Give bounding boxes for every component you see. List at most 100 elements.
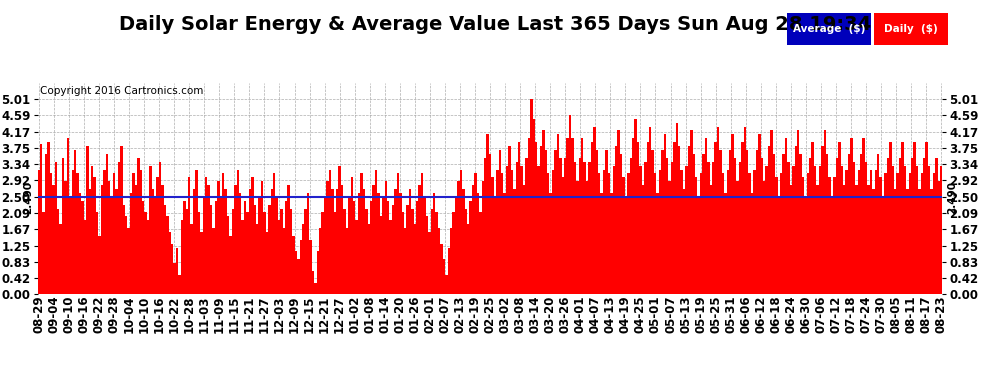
Bar (57, 209, 59, 294)
Bar (474, 173, 477, 294)
Bar (533, 119, 535, 294)
Bar (253, 205, 256, 294)
Bar (302, 224, 305, 294)
Bar (477, 193, 479, 294)
Bar (265, 232, 268, 294)
Bar (737, 181, 739, 294)
Bar (380, 216, 382, 294)
Bar (753, 170, 755, 294)
Bar (360, 173, 362, 294)
Bar (66, 138, 69, 294)
Bar (142, 201, 145, 294)
Bar (591, 142, 593, 294)
Bar (583, 162, 586, 294)
Bar (96, 212, 98, 294)
Bar (508, 146, 511, 294)
Bar (821, 146, 824, 294)
Bar (251, 177, 253, 294)
Bar (521, 166, 523, 294)
Bar (392, 205, 394, 294)
Bar (809, 158, 812, 294)
Bar (782, 154, 785, 294)
Bar (454, 197, 457, 294)
Bar (896, 173, 899, 294)
Bar (115, 189, 118, 294)
Bar (145, 212, 147, 294)
Bar (389, 220, 392, 294)
Bar (688, 146, 690, 294)
Bar (45, 154, 48, 294)
Bar (523, 185, 526, 294)
Bar (355, 220, 357, 294)
Bar (450, 228, 452, 294)
Bar (807, 173, 809, 294)
Bar (52, 185, 54, 294)
Bar (147, 220, 149, 294)
Bar (663, 134, 666, 294)
Bar (86, 146, 88, 294)
Bar (203, 197, 205, 294)
Bar (729, 150, 732, 294)
Bar (462, 189, 464, 294)
Bar (365, 209, 367, 294)
Bar (414, 224, 416, 294)
Bar (724, 193, 727, 294)
Bar (642, 185, 644, 294)
Bar (506, 166, 508, 294)
Bar (777, 197, 780, 294)
Bar (273, 173, 275, 294)
Bar (581, 138, 583, 294)
Bar (319, 228, 322, 294)
Bar (564, 158, 566, 294)
Bar (108, 181, 111, 294)
Bar (882, 197, 884, 294)
Bar (702, 154, 705, 294)
Bar (540, 146, 543, 294)
Bar (258, 197, 260, 294)
Bar (334, 212, 336, 294)
Bar (93, 177, 96, 294)
Bar (499, 150, 501, 294)
Bar (433, 193, 436, 294)
Bar (852, 162, 855, 294)
Bar (74, 150, 76, 294)
Bar (644, 162, 646, 294)
Bar (188, 177, 190, 294)
Bar (128, 228, 130, 294)
Bar (290, 209, 292, 294)
Text: Copyright 2016 Cartronics.com: Copyright 2016 Cartronics.com (40, 86, 203, 96)
Bar (111, 197, 113, 294)
Bar (324, 197, 327, 294)
Bar (402, 212, 404, 294)
Bar (780, 173, 782, 294)
Bar (661, 150, 663, 294)
Bar (101, 185, 103, 294)
Bar (322, 212, 324, 294)
Bar (282, 228, 285, 294)
Bar (797, 130, 799, 294)
Bar (615, 146, 618, 294)
Bar (918, 189, 921, 294)
Bar (538, 166, 540, 294)
Bar (850, 138, 852, 294)
Bar (894, 189, 896, 294)
Bar (106, 154, 108, 294)
Bar (135, 185, 137, 294)
Bar (125, 216, 128, 294)
Bar (424, 197, 426, 294)
Bar (671, 162, 673, 294)
Bar (675, 123, 678, 294)
Bar (79, 193, 81, 294)
Bar (544, 150, 547, 294)
Bar (113, 173, 115, 294)
Bar (242, 220, 244, 294)
Bar (137, 158, 140, 294)
Bar (561, 177, 564, 294)
Bar (787, 162, 790, 294)
Bar (817, 185, 819, 294)
Bar (559, 158, 561, 294)
Bar (566, 138, 569, 294)
Bar (71, 170, 74, 294)
Bar (765, 166, 768, 294)
Bar (220, 197, 222, 294)
